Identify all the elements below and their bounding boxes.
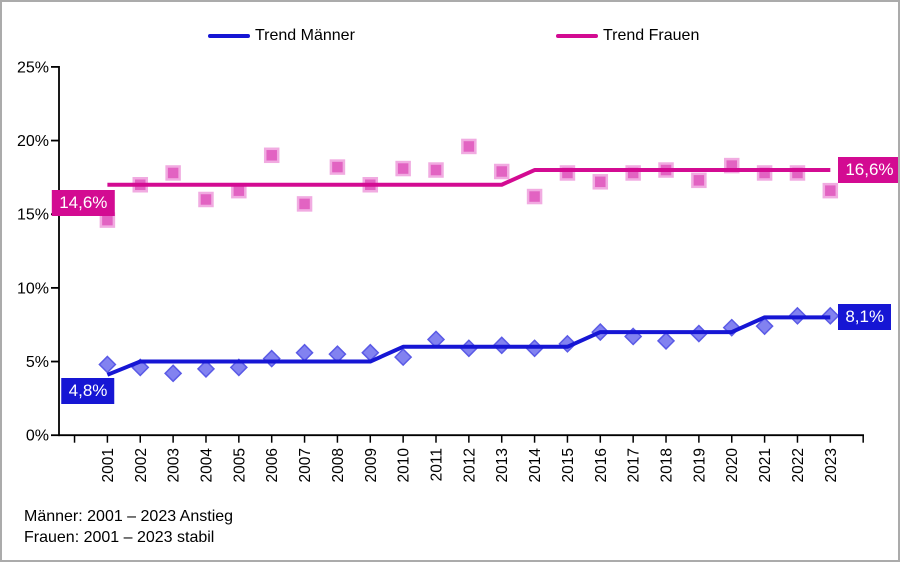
axes <box>58 66 864 437</box>
marker-square <box>461 138 477 155</box>
marker-square <box>395 160 411 177</box>
marker-diamond <box>558 334 577 353</box>
trend-line-maenner <box>106 315 831 377</box>
x-tick-label: 2009 <box>363 448 380 482</box>
marker-diamond <box>656 331 676 350</box>
footnotes: Männer: 2001 – 2023 Anstieg Frauen: 2001… <box>24 506 233 548</box>
y-tick-label: 0% <box>26 428 49 445</box>
x-tick-label: 2015 <box>560 448 577 482</box>
marker-diamond <box>262 349 281 368</box>
x-tick-label: 2018 <box>659 448 676 482</box>
marker-square <box>493 163 510 180</box>
marker-square <box>165 165 181 181</box>
y-tick-label: 5% <box>26 354 49 371</box>
marker-diamond <box>196 359 216 378</box>
marker-diamond <box>98 355 117 374</box>
y-axis-ticks: 0% 5% 10% 15% 20% 25% <box>17 59 59 445</box>
marker-square <box>428 162 444 178</box>
value-label-maenner-end: 8,1% <box>838 304 892 331</box>
marker-diamond <box>755 317 774 336</box>
x-tick-label: 2022 <box>790 448 807 482</box>
x-tick-label: 2011 <box>429 448 446 481</box>
marker-square <box>526 188 543 205</box>
marker-diamond <box>394 348 413 367</box>
series-frauen-markers <box>99 138 839 228</box>
value-label-frauen-end: 16,6% <box>838 157 898 184</box>
x-tick-label: 2017 <box>626 448 643 482</box>
x-tick-label: 2002 <box>133 448 150 482</box>
legend-item-trend-frauen: Trend Frauen <box>556 27 699 45</box>
marker-square <box>198 191 214 208</box>
marker-square <box>263 147 280 164</box>
x-tick-label: 2013 <box>494 448 511 482</box>
x-tick-label: 2012 <box>461 448 478 482</box>
x-tick-label: 2006 <box>264 448 281 482</box>
x-tick-label: 2008 <box>330 448 347 482</box>
legend-label-trend-maenner: Trend Männer <box>255 27 355 44</box>
x-tick-label: 2021 <box>757 448 774 482</box>
legend-label-trend-frauen: Trend Frauen <box>603 27 700 44</box>
series-maenner-markers <box>98 306 840 383</box>
marker-diamond <box>295 343 314 362</box>
y-tick-label: 15% <box>17 207 49 224</box>
value-label-frauen-start: 14,6% <box>52 190 115 217</box>
x-tick-label: 2014 <box>527 448 544 483</box>
x-tick-label: 2001 <box>100 448 117 482</box>
marker-square <box>329 159 346 175</box>
x-tick-label: 2007 <box>297 448 314 482</box>
x-tick-label: 2010 <box>396 448 413 483</box>
marker-square <box>822 182 839 199</box>
x-tick-label: 2005 <box>231 448 248 482</box>
x-tick-label: 2016 <box>593 448 610 482</box>
x-tick-label: 2003 <box>166 448 183 482</box>
legend-line-swatch-maenner <box>208 34 250 38</box>
x-axis-ticks: 2001 2002 2003 2004 2005 2006 2007 2008 2009 2010… <box>73 435 864 483</box>
x-tick-label: 2023 <box>823 448 840 482</box>
marker-square <box>592 174 609 190</box>
legend-line-swatch-frauen <box>556 34 598 38</box>
trend-line-frauen <box>107 168 831 187</box>
footnote-maenner: Männer: 2001 – 2023 Anstieg <box>24 508 234 525</box>
y-tick-label: 20% <box>17 133 49 150</box>
y-tick-label: 25% <box>17 59 49 76</box>
x-tick-label: 2020 <box>724 448 741 483</box>
marker-diamond <box>164 364 183 383</box>
legend-item-trend-maenner: Trend Männer <box>208 27 355 45</box>
footnote-frauen: Frauen: 2001 – 2023 stabil <box>24 529 215 546</box>
x-tick-label: 2019 <box>691 448 708 482</box>
marker-square <box>691 172 707 189</box>
y-tick-label: 10% <box>17 280 49 297</box>
x-tick-label: 2004 <box>198 448 215 483</box>
value-label-maenner-start: 4,8% <box>61 378 115 405</box>
marker-square <box>296 196 313 212</box>
